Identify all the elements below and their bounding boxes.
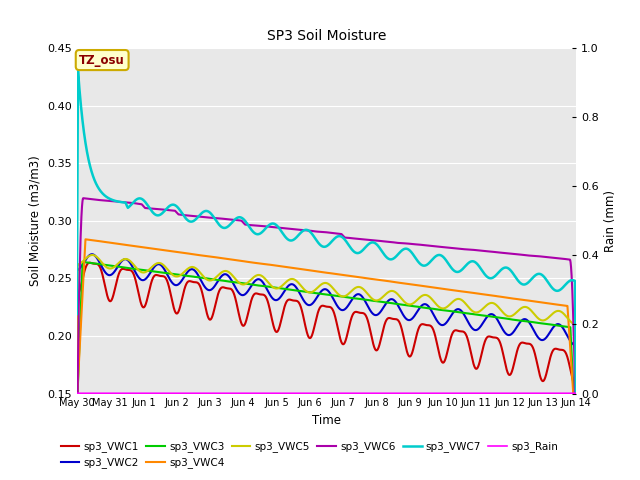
sp3_VWC4 <box>572 423 579 429</box>
sp3_VWC7 <box>467 259 474 264</box>
sp3_VWC7 <box>308 230 316 236</box>
sp3_VWC5 <box>572 354 579 360</box>
sp3_VWC2 <box>410 313 418 319</box>
sp3_VWC3 <box>163 270 170 276</box>
sp3_VWC4 <box>467 289 474 295</box>
sp3_VWC2 <box>467 323 474 328</box>
Line: sp3_VWC1: sp3_VWC1 <box>77 263 576 459</box>
Title: SP3 Soil Moisture: SP3 Soil Moisture <box>267 29 386 43</box>
sp3_Rain <box>438 390 445 396</box>
Legend: sp3_VWC1, sp3_VWC2, sp3_VWC3, sp3_VWC4, sp3_VWC5, sp3_VWC6, sp3_VWC7, sp3_Rain: sp3_VWC1, sp3_VWC2, sp3_VWC3, sp3_VWC4, … <box>56 437 563 472</box>
sp3_VWC3 <box>308 289 316 295</box>
sp3_VWC3 <box>410 303 418 309</box>
Line: sp3_VWC3: sp3_VWC3 <box>77 262 576 444</box>
sp3_VWC4 <box>308 268 316 274</box>
sp3_VWC5 <box>88 252 96 258</box>
sp3_VWC6 <box>73 455 81 461</box>
sp3_VWC5 <box>467 306 474 312</box>
sp3_VWC1 <box>438 359 446 365</box>
sp3_VWC5 <box>308 289 316 295</box>
sp3_VWC3 <box>572 430 579 435</box>
sp3_VWC5 <box>163 265 170 271</box>
sp3_VWC6 <box>438 244 446 250</box>
sp3_VWC6 <box>410 241 418 247</box>
sp3_VWC6 <box>572 430 579 436</box>
sp3_VWC2 <box>163 270 170 276</box>
sp3_Rain <box>73 390 81 396</box>
sp3_VWC2 <box>438 322 446 328</box>
X-axis label: Time: Time <box>312 414 341 427</box>
sp3_VWC4 <box>73 400 81 406</box>
sp3_VWC1 <box>308 334 316 339</box>
sp3_VWC1 <box>572 384 579 390</box>
Line: sp3_VWC7: sp3_VWC7 <box>77 70 576 409</box>
sp3_VWC1 <box>410 342 418 348</box>
Line: sp3_VWC4: sp3_VWC4 <box>77 240 576 435</box>
sp3_VWC6 <box>308 228 316 234</box>
sp3_VWC4 <box>82 237 90 242</box>
Y-axis label: Soil Moisture (m3/m3): Soil Moisture (m3/m3) <box>29 156 42 286</box>
sp3_VWC6 <box>572 467 580 473</box>
sp3_VWC5 <box>73 403 81 408</box>
sp3_Rain <box>307 390 315 396</box>
sp3_VWC2 <box>572 425 580 431</box>
sp3_VWC7 <box>410 253 418 259</box>
sp3_VWC4 <box>163 248 170 253</box>
Line: sp3_VWC5: sp3_VWC5 <box>77 255 576 437</box>
sp3_VWC7 <box>572 407 580 412</box>
sp3_VWC7 <box>572 336 579 341</box>
sp3_VWC6 <box>163 207 170 213</box>
sp3_VWC2 <box>88 252 96 257</box>
sp3_VWC3 <box>79 259 86 265</box>
sp3_VWC3 <box>73 411 81 417</box>
sp3_VWC1 <box>572 456 580 462</box>
sp3_VWC7 <box>438 253 446 259</box>
sp3_VWC7 <box>163 206 170 212</box>
sp3_VWC4 <box>572 432 580 438</box>
Y-axis label: Rain (mm): Rain (mm) <box>604 190 617 252</box>
Text: TZ_osu: TZ_osu <box>79 54 125 67</box>
sp3_VWC2 <box>308 301 316 307</box>
sp3_VWC2 <box>572 342 579 348</box>
sp3_Rain <box>572 390 580 396</box>
sp3_VWC1 <box>163 277 170 283</box>
sp3_VWC7 <box>74 67 82 72</box>
sp3_VWC5 <box>572 434 580 440</box>
sp3_VWC5 <box>438 305 446 311</box>
sp3_Rain <box>410 390 418 396</box>
Line: sp3_VWC2: sp3_VWC2 <box>77 254 576 428</box>
sp3_VWC6 <box>467 247 474 252</box>
sp3_VWC4 <box>410 282 418 288</box>
sp3_Rain <box>572 390 579 396</box>
sp3_VWC2 <box>73 415 81 421</box>
sp3_VWC5 <box>410 300 418 305</box>
sp3_VWC6 <box>79 195 87 201</box>
sp3_Rain <box>467 390 474 396</box>
sp3_VWC4 <box>438 286 446 291</box>
Line: sp3_VWC6: sp3_VWC6 <box>77 198 576 470</box>
sp3_VWC3 <box>438 307 446 313</box>
sp3_VWC7 <box>73 311 81 317</box>
sp3_VWC3 <box>572 442 580 447</box>
sp3_VWC1 <box>467 347 474 352</box>
sp3_VWC1 <box>86 260 93 265</box>
sp3_Rain <box>163 390 170 396</box>
sp3_VWC1 <box>73 401 81 407</box>
sp3_VWC3 <box>467 311 474 317</box>
